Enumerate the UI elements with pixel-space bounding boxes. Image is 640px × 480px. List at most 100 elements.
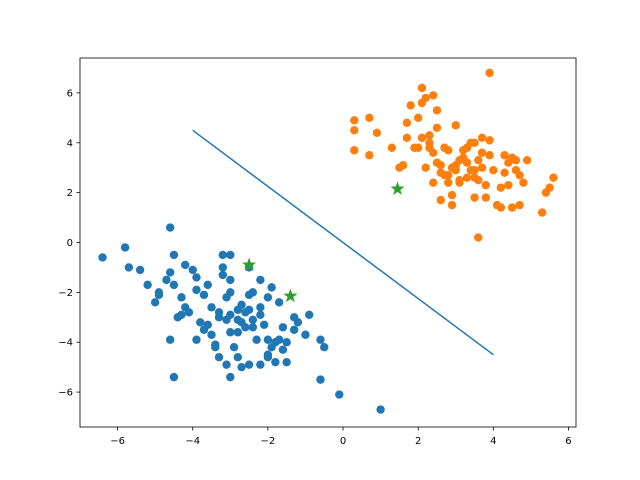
axis-ticks: −6 −4 −2 0 2 4 6 −6 −4 −2 0 2 4 6: [58, 57, 577, 447]
data-point: [143, 280, 152, 290]
y-tick-label: −2: [58, 288, 73, 299]
data-point: [233, 328, 243, 337]
data-point: [474, 175, 483, 185]
star-point: [241, 257, 257, 272]
data-point: [248, 288, 258, 297]
data-point: [259, 320, 269, 329]
data-point: [278, 345, 288, 354]
data-point: [470, 165, 479, 175]
data-point: [226, 250, 235, 260]
data-point: [350, 146, 359, 155]
data-point: [214, 313, 224, 322]
data-point: [485, 136, 494, 145]
data-point: [177, 293, 186, 302]
data-point: [165, 335, 175, 344]
data-point: [248, 315, 258, 324]
plot-area: [98, 68, 558, 414]
data-point: [256, 303, 265, 312]
data-point: [305, 310, 314, 320]
data-point: [199, 290, 209, 300]
y-tick-label: −6: [58, 388, 73, 399]
data-point: [226, 275, 235, 285]
y-tick-label: −4: [58, 338, 73, 349]
data-point: [436, 195, 445, 205]
data-point: [429, 91, 438, 100]
data-point: [256, 310, 265, 320]
data-point: [372, 128, 382, 137]
data-point: [233, 352, 243, 362]
data-point: [301, 330, 310, 339]
separator-line: [192, 129, 494, 356]
data-point: [169, 250, 179, 260]
data-point: [203, 280, 212, 290]
data-point: [192, 335, 201, 344]
data-point: [162, 275, 171, 285]
data-point: [417, 83, 427, 93]
data-point: [214, 352, 224, 362]
data-point: [165, 223, 175, 232]
data-point: [500, 151, 509, 160]
data-point: [263, 335, 273, 344]
data-point: [496, 203, 506, 212]
data-point: [188, 265, 197, 275]
x-tick-label: 0: [340, 436, 346, 447]
data-point: [485, 68, 494, 78]
data-point: [256, 275, 265, 285]
data-point: [350, 116, 359, 125]
data-point: [451, 161, 460, 170]
data-point: [226, 328, 235, 337]
data-point: [226, 372, 235, 382]
data-point: [474, 156, 483, 165]
x-tick-label: 4: [490, 436, 496, 447]
data-point: [425, 131, 434, 140]
data-point: [237, 362, 246, 372]
data-point: [417, 133, 427, 142]
data-point: [444, 170, 453, 180]
data-point: [207, 330, 216, 339]
data-point: [444, 146, 453, 155]
data-point: [365, 113, 374, 123]
data-point: [477, 163, 487, 172]
data-point: [124, 263, 134, 272]
data-point: [421, 163, 430, 172]
data-point: [402, 118, 412, 128]
data-point: [413, 113, 423, 123]
data-point: [474, 233, 483, 242]
data-point: [507, 203, 517, 212]
data-point: [177, 310, 186, 320]
data-point: [165, 268, 175, 277]
data-point: [477, 133, 487, 142]
data-point: [241, 323, 250, 332]
data-point: [226, 288, 235, 297]
data-point: [316, 335, 325, 344]
data-point: [154, 288, 164, 297]
data-point: [515, 200, 524, 210]
data-point: [511, 156, 521, 165]
data-point: [402, 133, 412, 142]
data-point: [462, 158, 472, 167]
data-point: [274, 298, 284, 307]
data-point: [192, 285, 201, 295]
data-point: [413, 143, 423, 152]
data-point: [429, 148, 438, 157]
data-point: [203, 320, 212, 329]
y-tick-label: 0: [67, 238, 73, 249]
data-point: [169, 280, 179, 290]
data-point: [545, 183, 554, 192]
data-point: [196, 318, 205, 327]
x-tick-label: −4: [185, 436, 200, 447]
data-point: [444, 178, 453, 187]
data-point: [237, 300, 246, 310]
data-point: [278, 323, 288, 332]
data-point: [244, 305, 254, 315]
data-point: [470, 138, 479, 147]
data-point: [447, 190, 457, 200]
y-tick-label: 2: [67, 188, 73, 199]
data-point: [192, 273, 201, 282]
data-point: [222, 360, 231, 369]
data-point: [455, 175, 464, 185]
data-point: [218, 263, 227, 272]
x-tick-label: 2: [415, 436, 421, 447]
data-point: [522, 156, 532, 165]
